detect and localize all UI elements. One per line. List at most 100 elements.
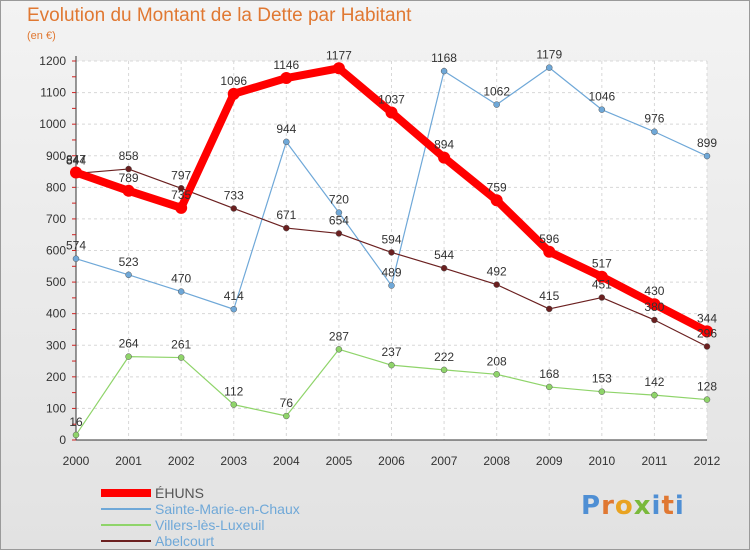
data-point (230, 401, 237, 408)
data-label: 430 (644, 284, 664, 298)
data-point (283, 138, 290, 146)
data-point (440, 264, 448, 272)
x-tick-label: 2003 (220, 454, 247, 468)
data-point (177, 354, 185, 361)
data-label: 380 (644, 300, 664, 314)
legend-item-villers: Villers-lès-Luxeuil (101, 517, 300, 533)
data-point (546, 64, 553, 71)
data-point (230, 305, 237, 313)
data-label: 208 (487, 354, 507, 368)
data-label: 16 (69, 415, 83, 429)
proxiti-logo: Proxiti (581, 491, 685, 521)
data-label: 415 (539, 289, 559, 303)
data-label: 128 (697, 380, 717, 394)
y-tick-label: 0 (59, 433, 66, 447)
data-label: 1179 (536, 48, 562, 62)
data-point (440, 366, 448, 374)
data-point (703, 396, 711, 403)
data-point (546, 305, 553, 313)
data-label: 735 (171, 188, 191, 202)
data-label: 720 (329, 193, 349, 207)
data-point (490, 194, 503, 207)
data-label: 517 (592, 257, 612, 271)
x-tick-label: 2001 (115, 454, 142, 468)
data-label: 523 (119, 255, 139, 269)
data-label: 76 (280, 396, 294, 410)
data-label: 344 (697, 311, 717, 325)
x-tick-label: 2000 (63, 454, 90, 468)
data-label: 544 (434, 248, 454, 262)
data-point (280, 72, 293, 85)
data-label: 899 (697, 136, 717, 150)
data-point (125, 271, 132, 279)
data-point (651, 128, 658, 135)
data-label: 261 (171, 338, 191, 352)
data-label: 594 (381, 232, 401, 246)
data-point (493, 371, 500, 378)
data-point (230, 205, 237, 212)
data-point (177, 185, 185, 192)
x-tick-label: 2004 (273, 454, 300, 468)
data-point (701, 325, 713, 338)
data-point (70, 166, 82, 179)
data-label: 671 (276, 208, 296, 222)
y-tick-label: 800 (46, 180, 66, 194)
data-point (335, 230, 343, 237)
data-label: 222 (434, 350, 454, 364)
data-point (283, 412, 290, 420)
data-point (388, 249, 395, 256)
data-label: 264 (119, 337, 139, 351)
data-label: 414 (224, 289, 244, 303)
x-tick-label: 2007 (431, 454, 458, 468)
data-label: 759 (487, 180, 507, 194)
data-point (598, 294, 606, 301)
chart-title: Evolution du Montant de la Dette par Hab… (27, 5, 412, 26)
data-label: 574 (66, 239, 86, 253)
data-label: 797 (171, 168, 191, 182)
y-tick-label: 700 (46, 212, 66, 226)
data-label: 112 (224, 385, 243, 399)
x-tick-label: 2010 (588, 454, 615, 468)
data-label: 596 (539, 232, 559, 246)
y-tick-label: 1100 (40, 86, 66, 100)
data-label: 1062 (483, 85, 510, 99)
y-tick-label: 300 (46, 338, 66, 352)
data-label: 1168 (431, 51, 457, 65)
data-point (283, 224, 290, 232)
data-label: 1146 (273, 58, 299, 72)
data-label: 894 (434, 138, 454, 152)
y-tick-label: 1200 (39, 54, 66, 68)
data-point (125, 165, 132, 173)
data-point (648, 298, 661, 311)
data-point (335, 209, 343, 216)
data-point (651, 391, 658, 399)
x-tick-label: 2006 (378, 454, 405, 468)
data-label: 976 (644, 112, 664, 126)
legend-item-abelcourt: Abelcourt (101, 533, 300, 549)
data-label: 654 (329, 213, 349, 227)
legend-swatch (101, 508, 151, 510)
data-point (72, 431, 80, 439)
legend-label: ÉHUNS (155, 485, 205, 501)
data-point (177, 288, 185, 295)
y-tick-label: 900 (46, 149, 66, 163)
y-tick-label: 600 (46, 244, 66, 258)
chart-subtitle: (en €) (27, 30, 56, 42)
data-point (122, 184, 135, 197)
data-label: 287 (329, 329, 349, 343)
legend-label: Abelcourt (155, 533, 215, 549)
data-point (440, 67, 448, 75)
data-label: 733 (224, 188, 244, 202)
data-point (72, 255, 80, 262)
data-point (125, 353, 132, 360)
y-tick-label: 1000 (39, 117, 66, 131)
data-label: 489 (381, 266, 401, 280)
data-label: 492 (487, 265, 507, 279)
data-label: 789 (119, 171, 139, 185)
data-label: 168 (539, 367, 559, 381)
data-label: 858 (119, 149, 139, 163)
data-point (385, 106, 398, 119)
x-tick-label: 2009 (536, 454, 563, 468)
data-point (546, 383, 553, 391)
y-tick-label: 200 (46, 370, 66, 384)
